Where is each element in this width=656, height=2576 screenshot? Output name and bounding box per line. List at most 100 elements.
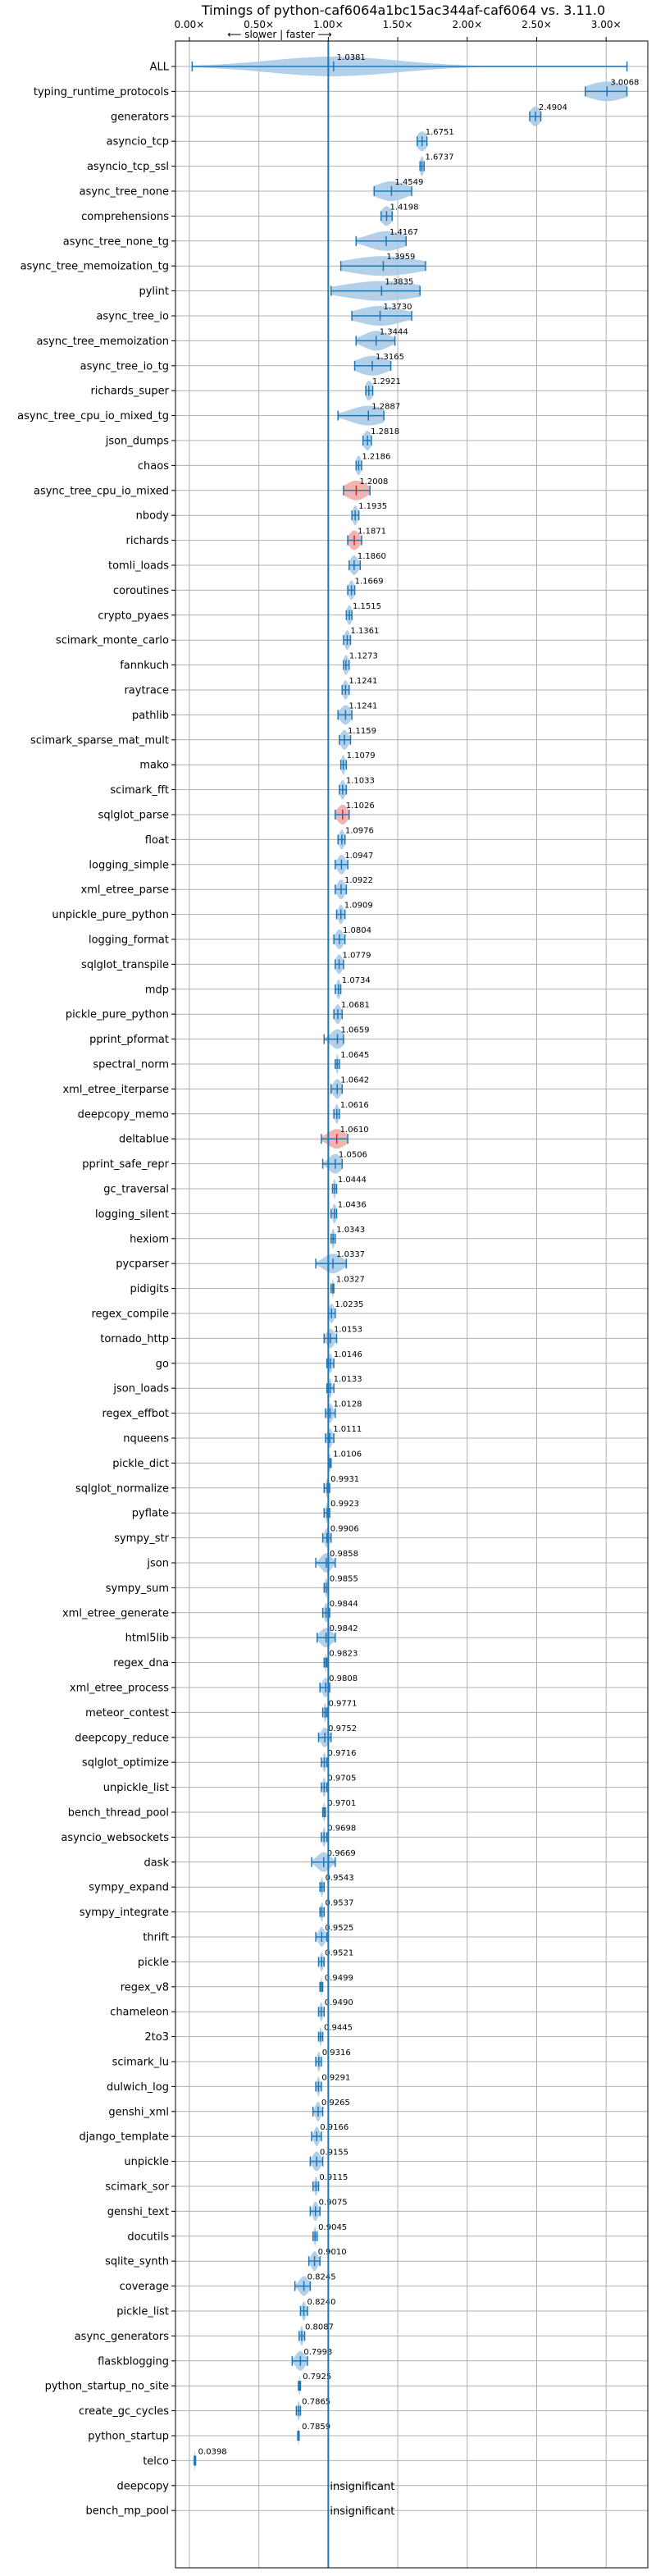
benchmark-violin: 0.9701 (321, 1799, 356, 1822)
value-label: 1.0128 (334, 1400, 362, 1409)
benchmark-label: flaskblogging (98, 2355, 169, 2368)
value-label: 0.9701 (327, 1799, 356, 1808)
benchmark-label: xml_etree_parse (81, 884, 169, 897)
benchmark-violin: 0.9842 (317, 1624, 358, 1648)
benchmark-violin: 1.1026 (335, 802, 375, 824)
benchmark-label: python_startup_no_site (45, 2381, 169, 2393)
benchmark-violin: 0.9823 (323, 1650, 358, 1673)
benchmark-label: async_tree_memoization_tg (20, 261, 169, 273)
value-label: 1.0235 (335, 1300, 363, 1309)
benchmark-violin: 0.9752 (317, 1724, 357, 1747)
benchmark-violin: 1.1079 (339, 751, 376, 775)
value-label: 0.8087 (305, 2323, 334, 2332)
benchmark-violin: 1.0337 (315, 1250, 365, 1274)
x-tick-label: 1.50× (383, 19, 413, 30)
value-label: 1.0610 (340, 1126, 369, 1135)
benchmark-label: asyncio_tcp (107, 136, 169, 148)
benchmark-violin: 0.9291 (315, 2073, 350, 2097)
value-label: 0.9166 (320, 2123, 348, 2132)
value-label: 1.0133 (334, 1375, 362, 1384)
x-tick-label: 2.50× (522, 19, 552, 30)
benchmark-label: async_tree_cpu_io_mixed (34, 485, 169, 497)
benchmark-label: pickle (138, 1957, 169, 1969)
benchmark-label: sqlglot_parse (98, 810, 169, 822)
value-label: 0.9010 (318, 2248, 347, 2257)
benchmark-label: async_generators (75, 2331, 170, 2343)
benchmark-violin: 1.0947 (335, 852, 373, 875)
value-label: 1.1860 (358, 552, 386, 561)
benchmark-violin: 0.7993 (291, 2348, 332, 2371)
value-label: 0.9906 (330, 1525, 359, 1534)
value-label: 1.2008 (359, 477, 388, 486)
benchmark-label: unpickle_list (103, 1782, 169, 1794)
benchmark-violin: 1.4549 (373, 178, 423, 201)
value-label: 1.3444 (380, 327, 408, 336)
value-label: 0.9265 (321, 2099, 350, 2108)
benchmark-label: json_loads (112, 1383, 169, 1395)
benchmark-label: async_tree_io_tg (80, 360, 169, 372)
benchmark-label: dask (144, 1857, 169, 1869)
value-label: 0.9923 (330, 1500, 359, 1509)
value-label: 1.0804 (343, 926, 371, 935)
benchmark-label: pylint (139, 285, 169, 298)
benchmark-violin: 0.9543 (319, 1874, 354, 1898)
value-label: 1.0106 (333, 1450, 362, 1459)
benchmark-label: regex_v8 (121, 1981, 169, 1994)
benchmark-violin: 1.2921 (365, 377, 401, 401)
benchmark-violin: 1.0616 (333, 1101, 369, 1124)
value-label: 1.1026 (346, 802, 375, 811)
benchmark-violin: 1.2887 (337, 403, 400, 426)
value-label: 1.3730 (384, 303, 412, 312)
benchmark-label: json_dumps (105, 436, 169, 448)
value-label: 0.9808 (329, 1674, 358, 1683)
value-label: 1.0734 (342, 976, 371, 985)
value-label: 1.0642 (340, 1076, 369, 1085)
value-label: 1.0659 (341, 1026, 370, 1035)
value-label: 0.9669 (327, 1849, 356, 1858)
benchmark-label: scimark_sparse_mat_mult (30, 734, 169, 747)
benchmark-label: go (156, 1358, 169, 1370)
benchmark-violin: 1.0111 (325, 1425, 362, 1448)
benchmark-violin: 1.0779 (335, 951, 371, 975)
benchmark-violin: 0.9490 (317, 1998, 353, 2022)
benchmark-violin: 1.4167 (355, 228, 418, 251)
benchmark-violin: 3.0068 (585, 78, 639, 102)
benchmark-violin: 1.0327 (330, 1276, 365, 1299)
benchmark-label: pycparser (116, 1258, 169, 1271)
benchmark-violin: 1.2818 (362, 427, 399, 450)
value-label: 1.0506 (339, 1151, 367, 1160)
value-label: 0.9316 (322, 2048, 351, 2058)
benchmark-violin: 0.7865 (295, 2398, 330, 2421)
benchmark-label: regex_compile (91, 1309, 169, 1321)
benchmark-label: 2to3 (144, 2031, 169, 2044)
value-label: 0.9525 (325, 1924, 353, 1933)
benchmark-label: async_tree_memoization (36, 336, 169, 348)
benchmark-label: telco (143, 2455, 169, 2468)
value-label: 0.9045 (318, 2223, 347, 2232)
value-label: 1.3959 (386, 253, 415, 262)
insignificant-label: insignificant (330, 2481, 394, 2493)
benchmark-violin: 0.8240 (299, 2298, 336, 2321)
benchmark-violin: 1.2008 (343, 477, 388, 500)
benchmark-violin: 1.3835 (330, 278, 421, 301)
benchmark-label: fannkuch (120, 660, 169, 672)
benchmark-label: generators (111, 111, 169, 123)
benchmark-violin: 0.9075 (309, 2198, 348, 2222)
benchmark-violin: 1.0436 (330, 1200, 367, 1224)
benchmark-label: pyflate (132, 1508, 169, 1520)
value-label: 2.4904 (539, 103, 567, 112)
benchmark-label: bench_mp_pool (85, 2505, 169, 2518)
benchmark-violin: 0.9155 (309, 2149, 348, 2172)
benchmark-violin: 1.0133 (326, 1375, 362, 1399)
value-label: 0.9842 (330, 1624, 358, 1633)
benchmark-violin: 1.0642 (330, 1076, 369, 1099)
value-label: 3.0068 (610, 78, 639, 87)
value-label: 1.0779 (343, 951, 371, 960)
value-label: 1.1241 (348, 701, 377, 710)
value-label: 0.9291 (321, 2073, 350, 2082)
benchmark-label: genshi_text (107, 2206, 169, 2218)
benchmark-label: sqlglot_normalize (75, 1482, 169, 1495)
value-label: 0.9855 (330, 1574, 358, 1583)
benchmark-label: regex_effbot (102, 1408, 169, 1420)
value-label: 0.8245 (308, 2273, 336, 2282)
